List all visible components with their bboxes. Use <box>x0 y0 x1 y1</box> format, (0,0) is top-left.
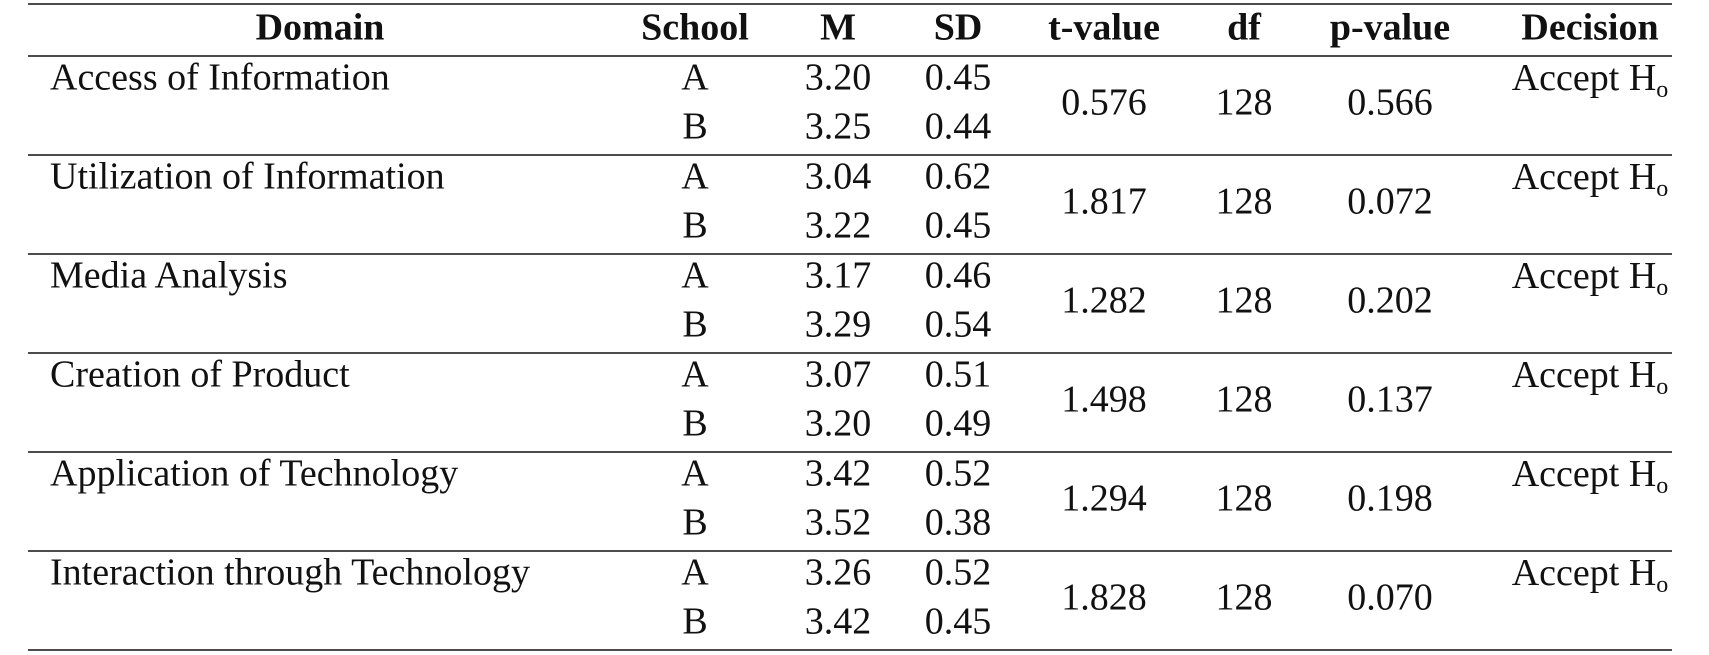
decision-text: Accept H <box>1512 57 1657 99</box>
t-value: 1.282 <box>1061 280 1147 322</box>
decision-sub: o <box>1656 77 1668 103</box>
school: A <box>681 453 709 495</box>
domain: Creation of Product <box>50 354 350 396</box>
decision: Accept Ho <box>1512 552 1669 598</box>
school: B <box>682 106 707 148</box>
df: 128 <box>1216 181 1273 223</box>
df: 128 <box>1216 478 1273 520</box>
sd: 0.51 <box>925 354 992 396</box>
t-value: 1.817 <box>1061 181 1147 223</box>
t-value: 1.294 <box>1061 478 1147 520</box>
school: B <box>682 502 707 544</box>
column-header: M <box>820 7 856 49</box>
sd: 0.44 <box>925 106 992 148</box>
df: 128 <box>1216 379 1273 421</box>
decision-text: Accept H <box>1512 552 1657 594</box>
school: B <box>682 601 707 643</box>
decision-sub: o <box>1656 374 1668 400</box>
decision: Accept Ho <box>1512 57 1669 103</box>
school: B <box>682 403 707 445</box>
domain: Interaction through Technology <box>50 552 530 594</box>
domain: Application of Technology <box>50 453 458 495</box>
column-header: SD <box>934 7 983 49</box>
school: A <box>681 552 709 594</box>
sd: 0.52 <box>925 453 992 495</box>
sd: 0.49 <box>925 403 992 445</box>
t-value: 1.828 <box>1061 577 1147 619</box>
column-header: df <box>1227 7 1262 49</box>
school: A <box>681 255 709 297</box>
decision: Accept Ho <box>1512 453 1669 499</box>
mean: 3.20 <box>805 57 872 99</box>
sd: 0.52 <box>925 552 992 594</box>
p-value: 0.202 <box>1347 280 1433 322</box>
decision-text: Accept H <box>1512 354 1657 396</box>
p-value: 0.198 <box>1347 478 1433 520</box>
p-value: 0.566 <box>1347 82 1433 124</box>
mean: 3.22 <box>805 205 872 247</box>
school: B <box>682 304 707 346</box>
column-header: School <box>641 7 749 49</box>
t-value: 1.498 <box>1061 379 1147 421</box>
sd: 0.46 <box>925 255 992 297</box>
mean: 3.07 <box>805 354 872 396</box>
school: B <box>682 205 707 247</box>
column-header: p-value <box>1330 7 1450 49</box>
decision: Accept Ho <box>1512 255 1669 301</box>
column-header: Domain <box>256 7 385 49</box>
school: A <box>681 57 709 99</box>
decision-sub: o <box>1656 275 1668 301</box>
mean: 3.25 <box>805 106 872 148</box>
decision: Accept Ho <box>1512 354 1669 400</box>
column-header: t-value <box>1048 7 1160 49</box>
sd: 0.45 <box>925 601 992 643</box>
domain: Media Analysis <box>50 255 287 297</box>
column-header: Decision <box>1521 7 1658 49</box>
mean: 3.42 <box>805 453 872 495</box>
sd: 0.62 <box>925 156 992 198</box>
t-value: 0.576 <box>1061 82 1147 124</box>
decision-text: Accept H <box>1512 255 1657 297</box>
decision-sub: o <box>1656 176 1668 202</box>
decision-text: Accept H <box>1512 156 1657 198</box>
decision-sub: o <box>1656 572 1668 598</box>
mean: 3.29 <box>805 304 872 346</box>
df: 128 <box>1216 280 1273 322</box>
mean: 3.17 <box>805 255 872 297</box>
mean: 3.42 <box>805 601 872 643</box>
school: A <box>681 156 709 198</box>
school: A <box>681 354 709 396</box>
p-value: 0.072 <box>1347 181 1433 223</box>
p-value: 0.137 <box>1347 379 1433 421</box>
sd: 0.38 <box>925 502 992 544</box>
df: 128 <box>1216 82 1273 124</box>
sd: 0.54 <box>925 304 992 346</box>
decision: Accept Ho <box>1512 156 1669 202</box>
decision-sub: o <box>1656 473 1668 499</box>
sd: 0.45 <box>925 57 992 99</box>
mean: 3.20 <box>805 403 872 445</box>
p-value: 0.070 <box>1347 577 1433 619</box>
mean: 3.04 <box>805 156 872 198</box>
decision-text: Accept H <box>1512 453 1657 495</box>
domain: Utilization of Information <box>50 156 445 198</box>
domain: Access of Information <box>50 57 390 99</box>
sd: 0.45 <box>925 205 992 247</box>
mean: 3.52 <box>805 502 872 544</box>
mean: 3.26 <box>805 552 872 594</box>
df: 128 <box>1216 577 1273 619</box>
